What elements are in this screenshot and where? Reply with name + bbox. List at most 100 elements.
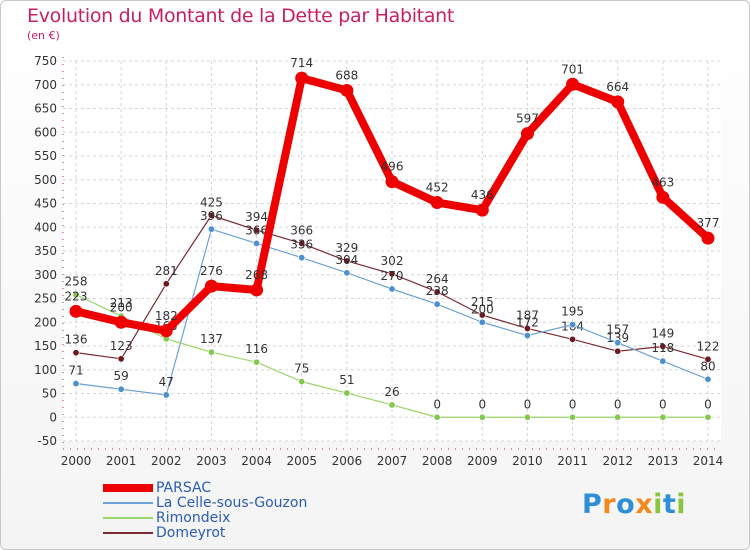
data-point [566, 77, 580, 91]
data-point [520, 127, 534, 141]
data-point [117, 385, 125, 393]
legend-item-parsac: PARSAC [103, 480, 211, 496]
data-label: 51 [339, 373, 354, 387]
data-label: 75 [294, 362, 309, 376]
data-label: 123 [110, 339, 133, 353]
legend-item-rimondeix: Rimondeix [103, 510, 230, 526]
data-point [385, 175, 399, 189]
data-point [343, 269, 351, 277]
x-tick-label: 2004 [241, 454, 272, 468]
data-label: 264 [426, 272, 449, 286]
data-point [433, 413, 441, 421]
data-label: 118 [651, 341, 674, 355]
logo-letter: r [602, 489, 617, 520]
x-tick-label: 2001 [106, 454, 137, 468]
data-point [704, 375, 712, 383]
data-label: 304 [335, 253, 358, 267]
data-label: 59 [114, 369, 129, 383]
data-label: 377 [697, 216, 720, 230]
data-label: 213 [110, 296, 133, 310]
data-label: 463 [651, 175, 674, 189]
data-label: 0 [524, 397, 532, 411]
data-point [614, 347, 622, 355]
data-label: 215 [471, 295, 494, 309]
series-la-celle-sous-gouzon [72, 225, 712, 399]
data-label: 336 [290, 238, 313, 252]
data-label: 688 [335, 68, 358, 82]
data-point [69, 304, 83, 318]
data-point [72, 380, 80, 388]
y-tick-label: 100 [34, 363, 57, 377]
logo-letter: i [653, 489, 663, 520]
data-label: 394 [245, 210, 268, 224]
data-point [433, 288, 441, 296]
data-label: 195 [561, 305, 584, 319]
data-point [430, 196, 444, 210]
data-label: 71 [68, 364, 83, 378]
y-tick-label: 200 [34, 315, 57, 329]
x-tick-label: 2013 [648, 454, 679, 468]
data-point [478, 311, 486, 319]
data-label: 238 [426, 284, 449, 298]
y-tick-label: 700 [34, 78, 57, 92]
data-label: 701 [561, 62, 584, 76]
data-label: 258 [65, 275, 88, 289]
logo-letter: x [635, 489, 654, 520]
x-tick-label: 2000 [61, 454, 92, 468]
x-tick-label: 2007 [377, 454, 408, 468]
legend-item-la-celle-sous-gouzon: La Celle-sous-Gouzon [103, 495, 307, 511]
data-label: 396 [200, 209, 223, 223]
data-label: 26 [384, 385, 399, 399]
data-point [433, 300, 441, 308]
data-label: 276 [200, 264, 223, 278]
data-point [569, 335, 577, 343]
data-point [250, 283, 264, 297]
data-point [114, 315, 128, 329]
y-tick-label: 400 [34, 220, 57, 234]
data-label: 187 [516, 308, 539, 322]
data-point [162, 280, 170, 288]
legend-swatch [103, 532, 153, 534]
data-label: 302 [381, 254, 404, 268]
data-point [162, 391, 170, 399]
data-label: 436 [471, 188, 494, 202]
logo-letter: o [616, 489, 636, 520]
data-point [659, 342, 667, 350]
y-tick-label: 450 [34, 197, 57, 211]
data-point [253, 239, 261, 247]
data-label: 425 [200, 195, 223, 209]
x-tick-label: 2008 [422, 454, 453, 468]
data-point [298, 239, 306, 247]
data-point [207, 225, 215, 233]
data-label: 0 [614, 397, 622, 411]
y-tick-label: 250 [34, 292, 57, 306]
data-point [523, 413, 531, 421]
y-tick-label: 300 [34, 268, 57, 282]
data-point [207, 211, 215, 219]
data-label: 0 [704, 397, 712, 411]
data-point [614, 339, 622, 347]
data-label: 122 [697, 339, 720, 353]
legend-swatch [103, 502, 153, 504]
data-label: 0 [478, 397, 486, 411]
data-label: 0 [659, 397, 667, 411]
data-label: 200 [110, 300, 133, 314]
x-tick-label: 2011 [557, 454, 588, 468]
y-tick-label: 650 [34, 102, 57, 116]
y-tick-label: 600 [34, 125, 57, 139]
x-tick-label: 2003 [196, 454, 227, 468]
legend-item-domeyrot: Domeyrot [103, 525, 225, 541]
x-tick-label: 2005 [286, 454, 317, 468]
legend-label: PARSAC [156, 480, 212, 496]
chart-title: Evolution du Montant de la Dette par Hab… [27, 5, 455, 27]
data-label: 270 [381, 269, 404, 283]
data-point [207, 348, 215, 356]
data-label: 80 [700, 359, 715, 373]
data-point [388, 401, 396, 409]
data-point [701, 231, 715, 245]
data-point [298, 254, 306, 262]
data-label: 452 [426, 181, 449, 195]
data-label: 0 [569, 397, 577, 411]
y-tick-label: 350 [34, 244, 57, 258]
